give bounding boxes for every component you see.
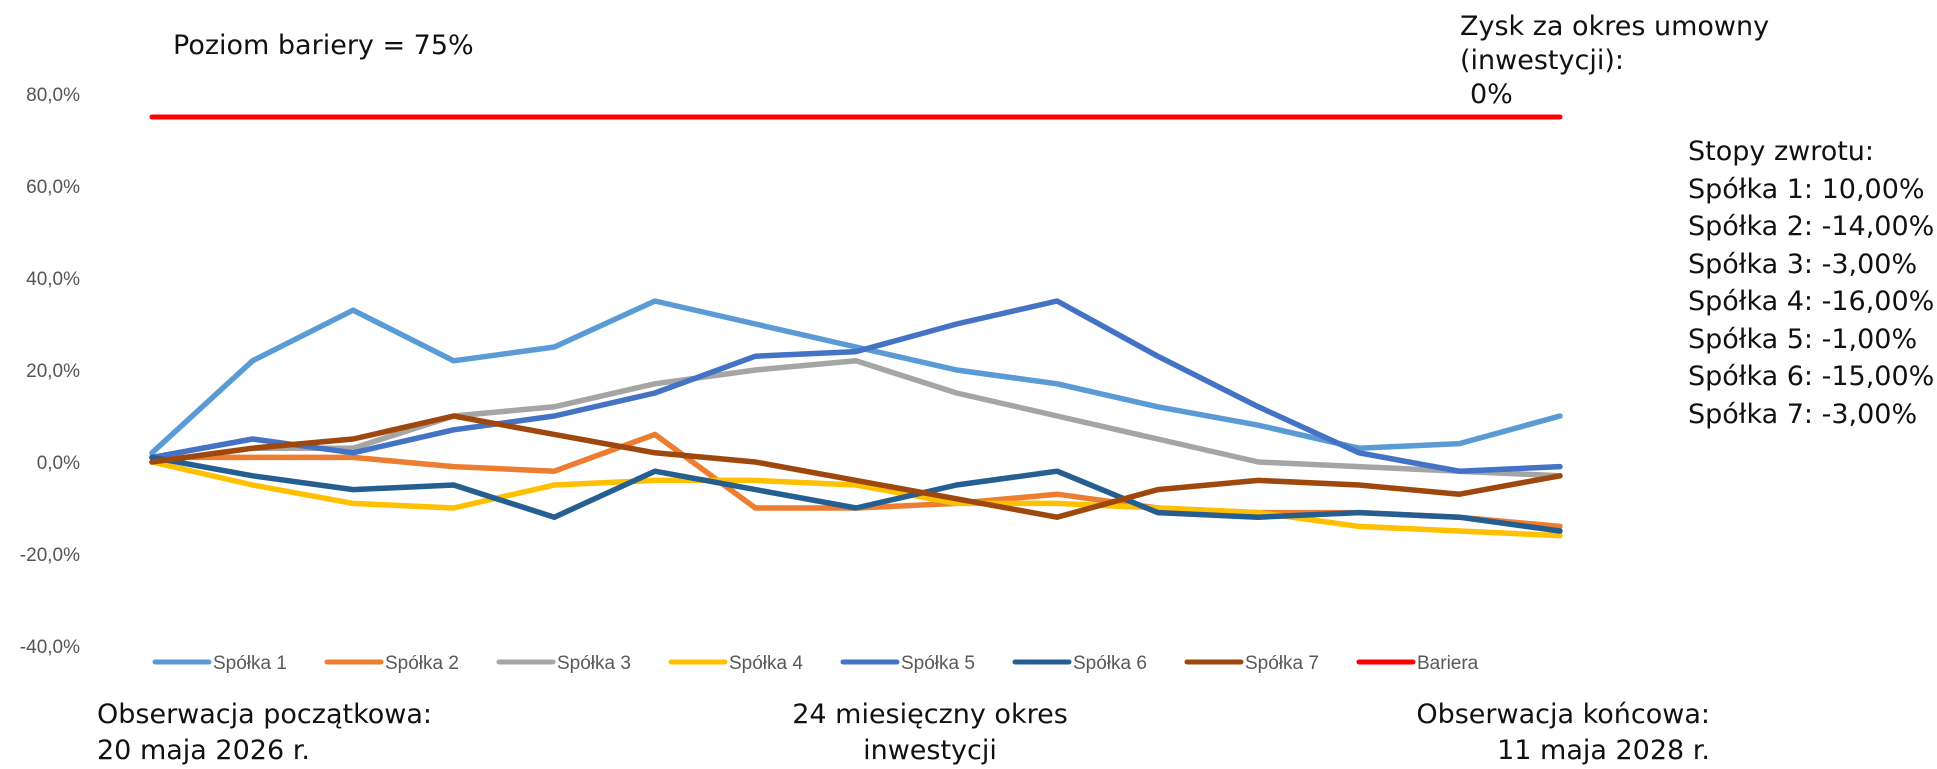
- legend-label: Spółka 4: [729, 653, 803, 674]
- profit-annotation: Zysk za okres umowny (inwestycji): 0%: [1460, 10, 1937, 112]
- series-lines: [149, 114, 1563, 539]
- legend-label: Spółka 7: [1245, 653, 1319, 674]
- investment-period-line2: inwestycji: [863, 735, 997, 766]
- y-axis: -40,0% -20,0% 0,0% 20,0% 40,0% 60,0% 80,0%: [20, 85, 80, 658]
- series-line-5: [149, 298, 1563, 474]
- series-line-7: [149, 413, 1563, 520]
- return-item: Spółka 6: -15,00%: [1688, 361, 1935, 392]
- investment-period: 24 miesięczny okres inwestycji: [760, 697, 1100, 769]
- investment-period-line1: 24 miesięczny okres: [792, 699, 1068, 730]
- returns-title: Stopy zwrotu:: [1688, 136, 1875, 167]
- start-observation-date: 20 maja 2026 r.: [97, 735, 310, 766]
- return-item: Spółka 4: -16,00%: [1688, 286, 1935, 317]
- y-tick-label: 40,0%: [26, 269, 80, 290]
- start-observation: Obserwacja początkowa: 20 maja 2026 r.: [97, 697, 432, 769]
- y-tick-label: -20,0%: [20, 545, 80, 566]
- legend-label: Spółka 6: [1073, 653, 1147, 674]
- y-tick-label: 80,0%: [26, 85, 80, 106]
- series-line-1: [149, 298, 1563, 456]
- y-tick-label: 60,0%: [26, 177, 80, 198]
- series-line-6: [149, 454, 1563, 534]
- end-observation-date: 11 maja 2028 r.: [1497, 735, 1710, 766]
- y-tick-label: -40,0%: [20, 637, 80, 658]
- series-line-3: [149, 358, 1563, 479]
- legend-label: Spółka 5: [901, 653, 975, 674]
- legend-label: Spółka 2: [385, 653, 459, 674]
- end-observation: Obserwacja końcowa: 11 maja 2028 r.: [1380, 697, 1710, 769]
- barrier-label: Poziom bariery = 75%: [173, 30, 474, 61]
- end-observation-label: Obserwacja końcowa:: [1416, 699, 1710, 730]
- start-observation-label: Obserwacja początkowa:: [97, 699, 432, 730]
- returns-panel: Stopy zwrotu: Spółka 1: 10,00% Spółka 2:…: [1688, 133, 1934, 433]
- y-tick-label: 20,0%: [26, 361, 80, 382]
- profit-value: 0%: [1470, 79, 1513, 110]
- return-item: Spółka 5: -1,00%: [1688, 323, 1918, 355]
- return-item: Spółka 3: -3,00%: [1688, 248, 1918, 280]
- return-item: Spółka 1: 10,00%: [1688, 173, 1925, 205]
- series-line-4: [149, 459, 1563, 539]
- legend: Spółka 1 Spółka 2 Spółka 3 Spółka 4 Spółka 5…: [152, 653, 1479, 674]
- profit-label: Zysk za okres umowny (inwestycji):: [1460, 11, 1770, 76]
- return-item: Spółka 7: -3,00%: [1688, 398, 1918, 430]
- legend-label: Bariera: [1417, 653, 1479, 674]
- legend-label: Spółka 1: [213, 653, 287, 674]
- legend-label: Spółka 3: [557, 653, 631, 674]
- return-item: Spółka 2: -14,00%: [1688, 211, 1935, 242]
- y-tick-label: 0,0%: [37, 453, 80, 474]
